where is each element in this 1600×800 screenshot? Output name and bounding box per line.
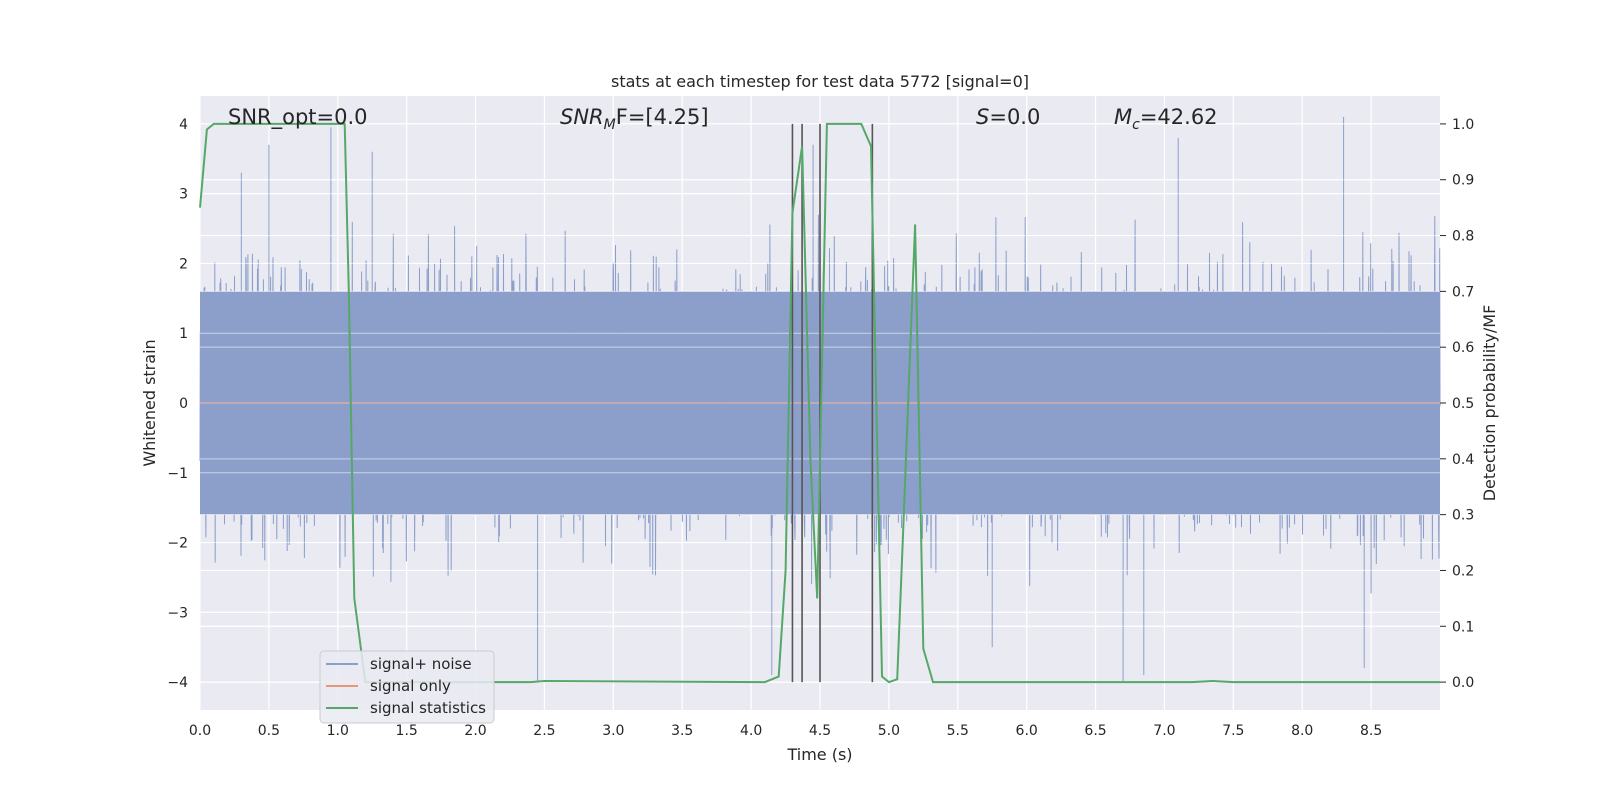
x-tick-label: 4.5 [809, 723, 831, 739]
x-tick-label: 6.0 [1016, 723, 1038, 739]
x-tick-label: 5.0 [878, 723, 900, 739]
y-axis-left-ticks: −4 −3 −2 −1 0 1 2 3 4 [167, 117, 188, 691]
annotation-mc-value: =42.62 [1140, 105, 1218, 129]
y-left-tick-label: 4 [179, 117, 188, 133]
y-left-tick-label: −3 [167, 605, 188, 621]
y-right-tick-label: 0.0 [1452, 675, 1474, 691]
x-tick-label: 7.5 [1222, 723, 1244, 739]
legend: signal+ noise signal only signal statist… [319, 650, 495, 724]
annotation-snr-mf-subscript: M [604, 117, 616, 133]
y-right-tick-label: 1.0 [1452, 117, 1474, 133]
legend-label-signal-statistics: signal statistics [370, 699, 486, 717]
x-tick-label: 3.5 [671, 723, 693, 739]
y-right-tick-label: 0.1 [1452, 619, 1474, 635]
annotation-snr-mf-symbol: SNR [560, 105, 604, 129]
y-right-tick-label: 0.4 [1452, 452, 1474, 468]
annotation-s-symbol: S [976, 105, 989, 129]
y-left-tick-label: 2 [179, 256, 188, 272]
x-tick-label: 2.5 [533, 723, 555, 739]
annotation-mc-subscript: c [1132, 117, 1140, 133]
statistics-line [199, 122, 1440, 684]
y-right-tick-label: 0.5 [1452, 396, 1474, 412]
x-tick-label: 5.5 [947, 723, 969, 739]
annotation-snr-mf: SNRMF=[4.25] [560, 105, 709, 133]
x-tick-label: 1.5 [396, 723, 418, 739]
x-tick-label: 0.5 [258, 723, 280, 739]
annotation-s-value: =0.0 [989, 105, 1040, 129]
y-right-tick-label: 0.7 [1452, 284, 1474, 300]
y-left-tick-label: −1 [167, 466, 188, 482]
x-tick-label: 3.0 [602, 723, 624, 739]
y-right-tick-label: 0.8 [1452, 229, 1474, 245]
x-axis-ticks: 0.0 0.5 1.0 1.5 2.0 2.5 3.0 3.5 4.0 4.5 5.0 5.5 6.0 6… [189, 723, 1382, 739]
legend-box [319, 650, 495, 724]
annotation-mc: Mc=42.62 [1114, 105, 1218, 133]
y-left-tick-label: 1 [179, 326, 188, 342]
annotation-snr-opt: SNR_opt=0.0 [228, 105, 368, 130]
x-tick-label: 2.0 [464, 723, 486, 739]
x-axis-label: Time (s) [786, 745, 852, 764]
x-tick-label: 7.0 [1153, 723, 1175, 739]
y-axis-left-label: Whitened strain [140, 339, 159, 466]
y-right-tick-label: 0.9 [1452, 173, 1474, 189]
x-tick-label: 8.0 [1291, 723, 1313, 739]
legend-label-signal-only: signal only [370, 677, 451, 695]
y-right-tick-label: 0.2 [1452, 563, 1474, 579]
x-tick-label: 6.5 [1084, 723, 1106, 739]
y-right-tick-label: 0.6 [1452, 340, 1474, 356]
y-axis-right-ticks: 0.0 0.1 0.2 0.3 0.4 0.5 0.6 0.7 0.8 0.9 1.0 [1440, 117, 1474, 691]
chart-title: stats at each timestep for test data 577… [611, 72, 1029, 91]
y-left-tick-label: 0 [179, 396, 188, 412]
y-left-tick-label: 3 [179, 187, 188, 203]
annotation-s: S=0.0 [976, 105, 1040, 129]
y-axis-right-label: Detection probability/MF [1480, 305, 1499, 502]
annotation-mc-symbol: M [1114, 105, 1132, 129]
series-signal-statistics [199, 122, 1440, 684]
x-tick-label: 8.5 [1360, 723, 1382, 739]
y-left-tick-label: −4 [167, 675, 188, 691]
y-left-tick-label: −2 [167, 536, 188, 552]
x-tick-label: 0.0 [189, 723, 211, 739]
y-right-tick-label: 0.3 [1452, 508, 1474, 524]
x-tick-label: 1.0 [327, 723, 349, 739]
legend-label-signal-noise: signal+ noise [370, 655, 472, 673]
x-tick-label: 4.0 [740, 723, 762, 739]
annotation-snr-mf-value: F=[4.25] [616, 105, 709, 129]
